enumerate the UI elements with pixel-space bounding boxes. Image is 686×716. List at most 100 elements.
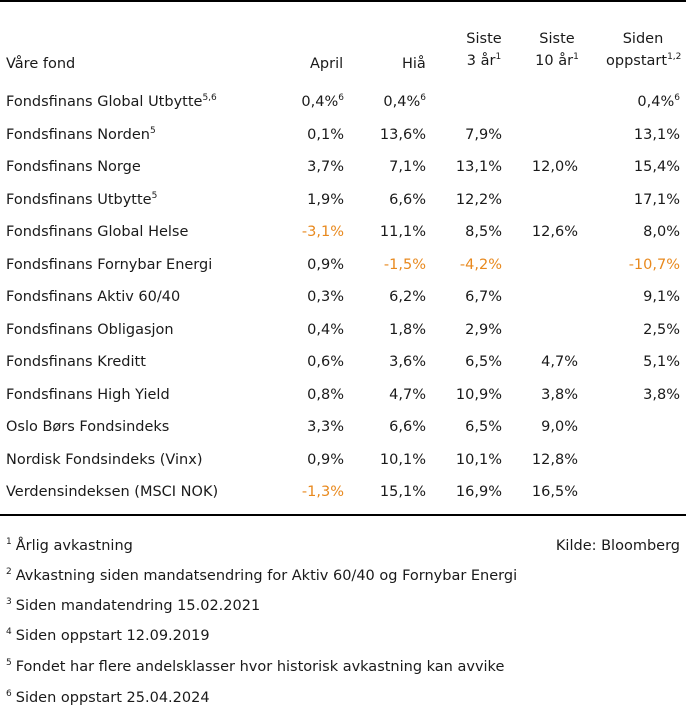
cell-hia-value: 13,6% — [379, 126, 426, 143]
table-row: Oslo Børs Fondsindeks 3,3% 6,6% 6,5% 9,0% — [0, 411, 686, 443]
header-siste-3-line1: Siste — [466, 31, 502, 47]
table-row: Fondsfinans Aktiv 60/40 0,3% 6,2% 6,7% 9,1% — [0, 281, 686, 313]
cell-fund-name: Fondsfinans Global Helse — [6, 216, 188, 248]
cell-hia: 13,6% — [380, 119, 426, 151]
top-rule — [0, 0, 686, 2]
fund-name-text: Fondsfinans Norge — [6, 159, 141, 175]
cell-siste-3-ar: 6,5% — [465, 411, 502, 443]
cell-siste-3-ar-value: 12,2% — [455, 191, 502, 208]
bottom-rule — [0, 514, 686, 516]
cell-fund-name: Fondsfinans Aktiv 60/40 — [6, 281, 180, 313]
cell-fund-name: Verdensindeksen (MSCI NOK) — [6, 476, 218, 508]
cell-siste-10-ar: 12,0% — [532, 151, 578, 183]
fund-name-text: Nordisk Fondsindeks (Vinx) — [6, 451, 203, 468]
cell-hia-footnote-ref: 6 — [420, 93, 426, 103]
cell-hia-value: 6,6% — [389, 191, 426, 208]
cell-siste-3-ar: 2,9% — [465, 314, 502, 346]
cell-siste-3-ar: 10,1% — [456, 444, 502, 476]
cell-hia: 6,6% — [389, 411, 426, 443]
cell-hia-value: 15,1% — [379, 484, 426, 500]
cell-fund-name: Oslo Børs Fondsindeks — [6, 411, 169, 443]
cell-hia-value: 11,1% — [379, 224, 426, 240]
cell-siste-10-ar: 12,8% — [532, 444, 578, 476]
cell-april-value: 0,3% — [307, 289, 344, 305]
footnote-5: 5 Fondet har flere andelsklasser hvor his… — [6, 657, 504, 677]
table-row: Fondsfinans Global Utbytte5,6 0,4%6 0,4%6 0… — [0, 86, 686, 118]
cell-fund-name: Fondsfinans Norge — [6, 151, 141, 183]
cell-april-value: 3,7% — [307, 159, 344, 175]
table-row: Nordisk Fondsindeks (Vinx) 0,9% 10,1% 10,1%… — [0, 444, 686, 476]
cell-hia: 4,7% — [389, 379, 426, 411]
cell-siste-10-ar-value: 12,0% — [531, 159, 578, 175]
cell-hia-value: 0,4% — [383, 94, 421, 110]
fund-name-footnote-ref: 5 — [149, 125, 156, 136]
cell-april-value: 0,1% — [307, 126, 344, 143]
cell-siden-oppstart: -10,7% — [629, 249, 680, 281]
cell-hia: 6,2% — [389, 281, 426, 313]
header-fund-name: Våre fond — [6, 56, 76, 72]
cell-siden-oppstart: 2,5% — [643, 314, 680, 346]
footnote-number: 3 — [6, 597, 12, 607]
cell-siden-oppstart-value: 3,8% — [643, 386, 680, 403]
cell-siste-3-ar: 16,9% — [456, 476, 502, 508]
header-hia: Hiå — [402, 56, 426, 72]
cell-fund-name: Fondsfinans Utbytte5 — [6, 184, 157, 216]
cell-siste-3-ar: 7,9% — [465, 119, 502, 151]
cell-siste-10-ar-value: 12,6% — [531, 224, 578, 240]
header-siden-oppstart: Siden oppstart1,2 — [606, 28, 681, 72]
footnote-2: 2 Avkastning siden mandatsendring for Akt… — [6, 566, 517, 586]
cell-april: 1,9% — [307, 184, 344, 216]
cell-april: 0,9% — [307, 444, 344, 476]
fund-name-text: Oslo Børs Fondsindeks — [6, 419, 170, 435]
header-siste-10-line2-wrap: 10 år1 — [535, 50, 579, 72]
cell-april: 0,6% — [307, 346, 344, 378]
table-row: Fondsfinans Norge 3,7% 7,1% 13,1% 12,0% 15,4% — [0, 151, 686, 183]
cell-siste-3-ar: 8,5% — [465, 216, 502, 248]
cell-siden-oppstart-footnote-ref: 6 — [674, 93, 680, 103]
cell-hia: 11,1% — [380, 216, 426, 248]
cell-april-value: 0,8% — [307, 386, 344, 403]
cell-siste-3-ar-value: 7,9% — [465, 126, 502, 143]
cell-siden-oppstart-value: 5,1% — [643, 354, 680, 370]
cell-siden-oppstart: 0,4%6 — [637, 86, 680, 118]
cell-fund-name: Fondsfinans Obligasjon — [6, 314, 174, 346]
table-row: Fondsfinans Fornybar Energi 0,9% -1,5% -4,2… — [0, 249, 686, 281]
cell-siste-10-ar: 9,0% — [541, 411, 578, 443]
cell-siden-oppstart-value: 9,1% — [643, 289, 680, 305]
cell-hia-value: 1,8% — [389, 321, 426, 338]
cell-siden-oppstart-value: 13,1% — [633, 126, 680, 143]
fund-name-footnote-ref: 5 — [151, 190, 158, 201]
footnote-number: 5 — [6, 658, 12, 668]
cell-april: 3,7% — [307, 151, 344, 183]
header-april: April — [310, 56, 344, 72]
cell-hia-value: 10,1% — [379, 451, 426, 468]
cell-april-value: -3,1% — [301, 224, 344, 240]
cell-siste-10-ar: 16,5% — [532, 476, 578, 508]
cell-april: 0,3% — [307, 281, 344, 313]
cell-april-value: 0,4% — [307, 321, 344, 338]
footnote-number: 6 — [6, 689, 12, 699]
header-siden-line2-wrap: oppstart1,2 — [606, 50, 681, 72]
table-row: Fondsfinans Obligasjon 0,4% 1,8% 2,9% 2,5% — [0, 314, 686, 346]
cell-hia: 3,6% — [389, 346, 426, 378]
cell-april-value: 3,3% — [307, 419, 344, 435]
footnote-number: 2 — [6, 567, 12, 577]
footnote-4: 4 Siden oppstart 12.09.2019 — [6, 626, 210, 646]
cell-april: 0,9% — [307, 249, 344, 281]
fund-name-text: Fondsfinans Aktiv 60/40 — [6, 289, 181, 305]
cell-april: -3,1% — [302, 216, 344, 248]
fund-name-footnote-ref: 5,6 — [202, 93, 217, 103]
cell-hia: 7,1% — [389, 151, 426, 183]
cell-april: 0,4%6 — [301, 86, 344, 118]
header-siste-10-sup: 1 — [573, 52, 579, 62]
cell-siste-10-ar-value: 3,8% — [541, 386, 578, 403]
cell-april-value: 0,9% — [307, 256, 344, 273]
cell-siden-oppstart: 17,1% — [634, 184, 680, 216]
footnote-1: 1 Årlig avkastning — [6, 536, 133, 556]
cell-hia-value: 4,7% — [389, 386, 426, 403]
footnote-text: Siden mandatendring 15.02.2021 — [15, 598, 261, 614]
header-siden-line1: Siden — [622, 31, 664, 47]
cell-siden-oppstart-value: 15,4% — [633, 159, 680, 175]
cell-april: 0,1% — [307, 119, 344, 151]
cell-siste-3-ar: -4,2% — [460, 249, 502, 281]
